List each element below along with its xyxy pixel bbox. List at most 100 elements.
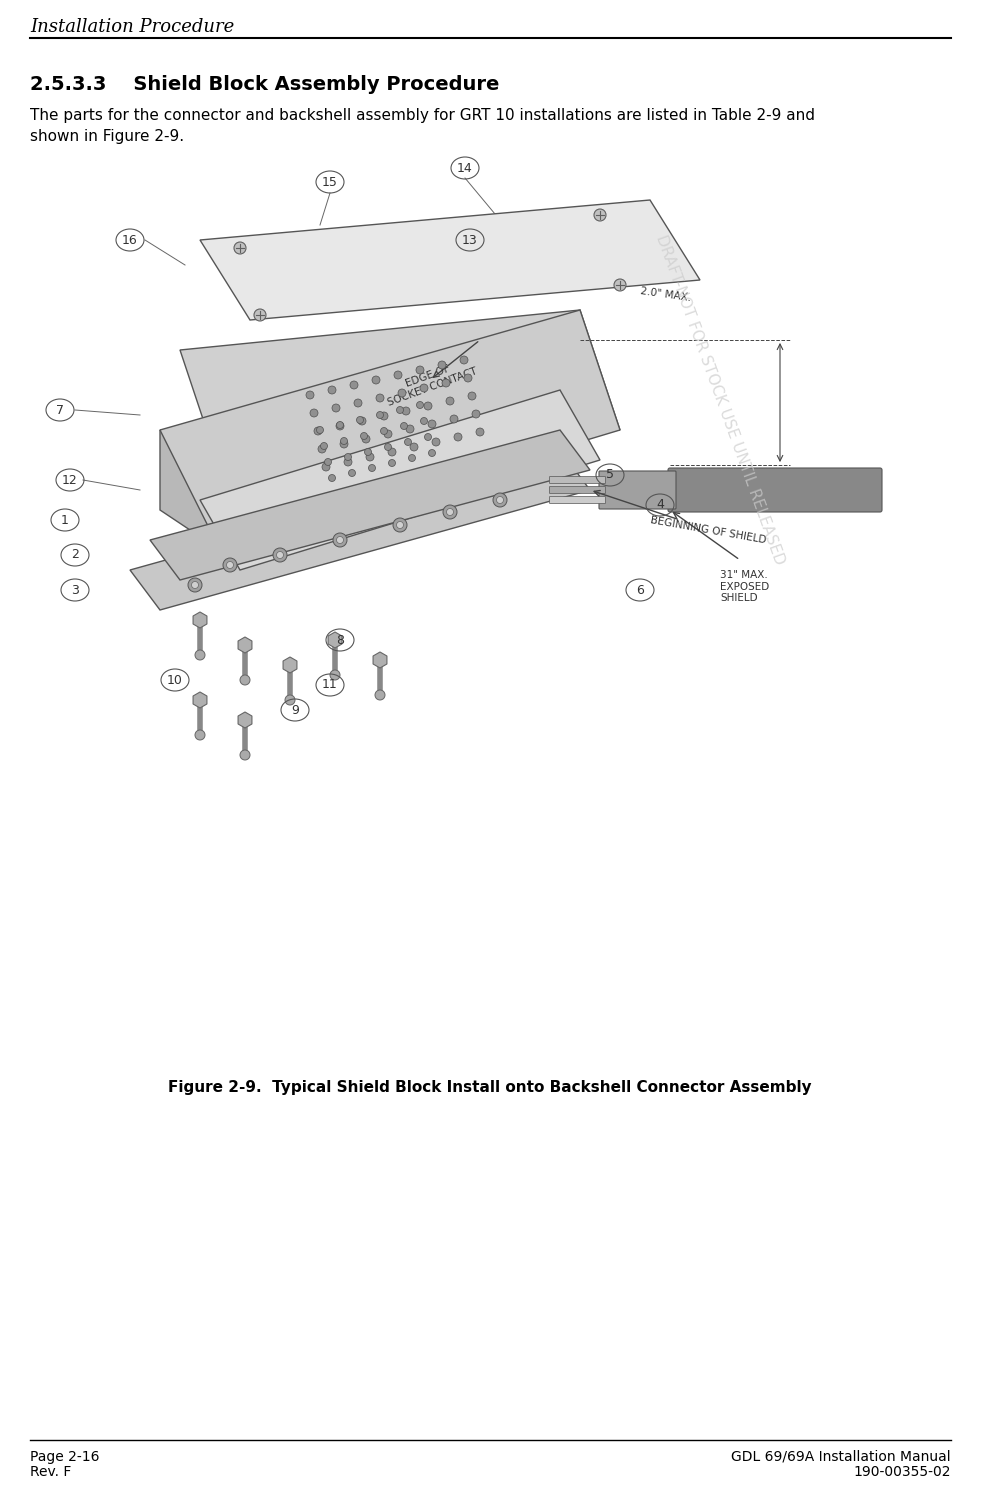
Text: 2.5.3.3    Shield Block Assembly Procedure: 2.5.3.3 Shield Block Assembly Procedure — [30, 74, 499, 94]
Circle shape — [398, 389, 406, 396]
Circle shape — [496, 496, 503, 504]
Circle shape — [332, 404, 340, 413]
Circle shape — [223, 557, 237, 572]
Text: Figure 2-9.  Typical Shield Block Install onto Backshell Connector Assembly: Figure 2-9. Typical Shield Block Install… — [168, 1080, 812, 1095]
FancyBboxPatch shape — [599, 471, 676, 510]
Circle shape — [446, 508, 453, 516]
Text: 2.0" MAX.: 2.0" MAX. — [640, 286, 692, 304]
Text: 9: 9 — [291, 703, 299, 717]
Circle shape — [348, 469, 355, 477]
Circle shape — [460, 356, 468, 364]
Circle shape — [493, 493, 507, 507]
Circle shape — [273, 548, 287, 562]
Circle shape — [336, 422, 343, 429]
Circle shape — [416, 367, 424, 374]
Text: BEGINNING OF SHIELD: BEGINNING OF SHIELD — [650, 516, 767, 545]
Circle shape — [360, 432, 368, 440]
Circle shape — [195, 650, 205, 660]
Circle shape — [396, 407, 403, 414]
Text: 13: 13 — [462, 234, 478, 246]
Circle shape — [356, 417, 364, 423]
Text: DRAFT-NOT FOR STOCK USE UNTIL RELEASED: DRAFT-NOT FOR STOCK USE UNTIL RELEASED — [653, 232, 787, 568]
Circle shape — [328, 386, 336, 393]
Circle shape — [227, 562, 233, 569]
Text: The parts for the connector and backshell assembly for GRT 10 installations are : The parts for the connector and backshel… — [30, 107, 815, 145]
Circle shape — [317, 426, 324, 434]
Circle shape — [408, 454, 416, 462]
Circle shape — [340, 440, 348, 448]
FancyBboxPatch shape — [549, 496, 605, 504]
FancyBboxPatch shape — [668, 468, 882, 513]
Circle shape — [340, 438, 347, 444]
Circle shape — [464, 374, 472, 381]
Polygon shape — [130, 450, 590, 609]
Text: Page 2-16: Page 2-16 — [30, 1450, 99, 1465]
Circle shape — [330, 670, 340, 679]
Text: EDGE OF
SOCKET CONTACT: EDGE OF SOCKET CONTACT — [382, 355, 478, 408]
Circle shape — [362, 435, 370, 443]
Circle shape — [191, 581, 198, 589]
Circle shape — [476, 428, 484, 437]
Circle shape — [443, 505, 457, 519]
Circle shape — [438, 361, 446, 370]
Text: 16: 16 — [122, 234, 138, 246]
Circle shape — [375, 690, 385, 700]
Circle shape — [429, 450, 436, 456]
Text: 2: 2 — [71, 548, 78, 562]
Text: 31" MAX.
EXPOSED
SHIELD: 31" MAX. EXPOSED SHIELD — [720, 571, 769, 603]
Circle shape — [333, 533, 347, 547]
Circle shape — [428, 420, 436, 428]
Circle shape — [306, 390, 314, 399]
Text: 6: 6 — [636, 584, 644, 596]
Circle shape — [188, 578, 202, 592]
Circle shape — [388, 459, 395, 466]
Circle shape — [372, 375, 380, 384]
Circle shape — [285, 694, 295, 705]
Circle shape — [410, 443, 418, 451]
Polygon shape — [328, 632, 342, 648]
Text: 10: 10 — [167, 673, 182, 687]
Circle shape — [336, 536, 343, 544]
Circle shape — [442, 378, 450, 387]
Circle shape — [420, 384, 428, 392]
Circle shape — [614, 279, 626, 291]
Circle shape — [254, 308, 266, 320]
Circle shape — [396, 522, 403, 529]
Circle shape — [388, 448, 396, 456]
Polygon shape — [238, 638, 252, 653]
Circle shape — [329, 474, 336, 481]
Polygon shape — [193, 612, 207, 627]
Polygon shape — [160, 310, 620, 550]
Circle shape — [421, 417, 428, 425]
Circle shape — [450, 416, 458, 423]
Circle shape — [393, 519, 407, 532]
Text: Installation Procedure: Installation Procedure — [30, 18, 234, 36]
Text: 4: 4 — [656, 499, 664, 511]
Text: Rev. F: Rev. F — [30, 1465, 72, 1480]
Circle shape — [365, 448, 372, 456]
FancyBboxPatch shape — [549, 477, 605, 483]
Polygon shape — [160, 431, 220, 550]
Polygon shape — [238, 712, 252, 729]
Text: 5: 5 — [606, 468, 614, 481]
Text: 8: 8 — [336, 633, 344, 647]
Circle shape — [234, 241, 246, 253]
Circle shape — [366, 453, 374, 460]
Circle shape — [318, 446, 326, 453]
Circle shape — [310, 408, 318, 417]
Circle shape — [195, 730, 205, 741]
Circle shape — [322, 463, 330, 471]
Circle shape — [240, 749, 250, 760]
Circle shape — [380, 413, 388, 420]
Circle shape — [321, 443, 328, 450]
Circle shape — [400, 423, 407, 429]
Circle shape — [417, 401, 424, 408]
Circle shape — [425, 434, 432, 441]
Circle shape — [240, 675, 250, 685]
FancyBboxPatch shape — [549, 487, 605, 493]
Circle shape — [381, 428, 387, 435]
Circle shape — [350, 381, 358, 389]
Circle shape — [472, 410, 480, 419]
Circle shape — [354, 399, 362, 407]
Text: 14: 14 — [457, 161, 473, 174]
